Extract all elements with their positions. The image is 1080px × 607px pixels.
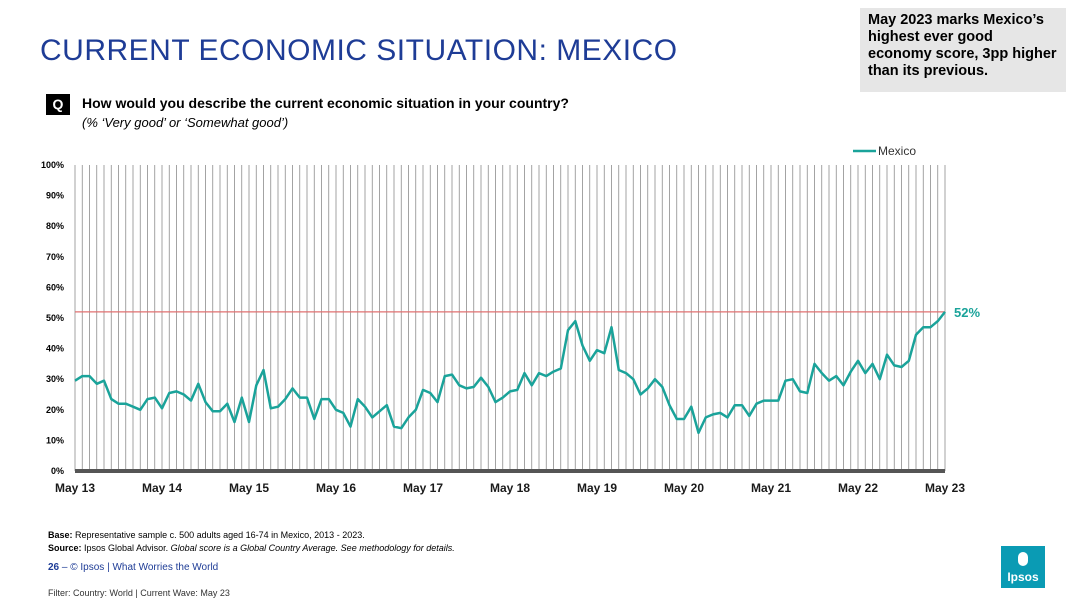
- footer-separator: –: [61, 562, 68, 573]
- x-tick-label: May 21: [751, 481, 791, 495]
- legend-label: Mexico: [878, 144, 916, 158]
- x-tick-label: May 13: [55, 481, 95, 495]
- x-tick-label: May 18: [490, 481, 530, 495]
- logo-text: Ipsos: [1007, 570, 1039, 584]
- x-tick-label: May 19: [577, 481, 617, 495]
- question-text: How would you describe the current econo…: [82, 95, 569, 111]
- y-tick-label: 30%: [46, 374, 64, 384]
- y-tick-label: 80%: [46, 221, 64, 231]
- source-note: Source: Ipsos Global Advisor. Global sco…: [48, 543, 455, 553]
- base-label: Base:: [48, 530, 73, 540]
- x-tick-label: May 23: [925, 481, 965, 495]
- x-tick-label: May 17: [403, 481, 443, 495]
- y-tick-label: 20%: [46, 405, 64, 415]
- x-tick-label: May 15: [229, 481, 269, 495]
- y-tick-label: 90%: [46, 191, 64, 201]
- footer-text: © Ipsos | What Worries the World: [70, 562, 219, 573]
- source-label: Source:: [48, 543, 82, 553]
- end-value-label: 52%: [954, 305, 980, 320]
- page-number: 26: [48, 562, 60, 573]
- question-subtitle: (% ‘Very good’ or ‘Somewhat good’): [82, 115, 289, 130]
- logo-icon: [1018, 552, 1028, 566]
- y-tick-label: 0%: [51, 466, 64, 476]
- y-tick-label: 70%: [46, 252, 64, 262]
- y-tick-label: 50%: [46, 313, 64, 323]
- base-note: Base: Representative sample c. 500 adult…: [48, 530, 365, 540]
- series-line-mexico: [74, 311, 946, 435]
- callout-box: May 2023 marks Mexico’s highest ever goo…: [860, 8, 1066, 92]
- x-tick-label: May 14: [142, 481, 182, 495]
- filter-text: Filter: Country: World | Current Wave: M…: [48, 588, 230, 598]
- ipsos-logo: Ipsos: [1001, 546, 1045, 588]
- source-text: Ipsos Global Advisor.: [84, 543, 169, 553]
- page-footer: 26 – © Ipsos | What Worries the World: [48, 562, 218, 573]
- base-text: Representative sample c. 500 adults aged…: [75, 530, 365, 540]
- y-tick-label: 60%: [46, 282, 64, 292]
- x-tick-label: May 20: [664, 481, 704, 495]
- y-tick-label: 40%: [46, 344, 64, 354]
- x-tick-label: May 22: [838, 481, 878, 495]
- y-tick-label: 10%: [46, 435, 64, 445]
- question-badge: Q: [46, 94, 70, 115]
- line-chart: 0% 10% 20% 30% 40% 50% 60% 70% 80% 90% 100% May 13 M…: [41, 144, 980, 495]
- y-tick-label: 100%: [41, 160, 64, 170]
- x-tick-label: May 16: [316, 481, 356, 495]
- source-italic: Global score is a Global Country Average…: [170, 543, 455, 553]
- page-title: CURRENT ECONOMIC SITUATION: MEXICO: [40, 34, 678, 67]
